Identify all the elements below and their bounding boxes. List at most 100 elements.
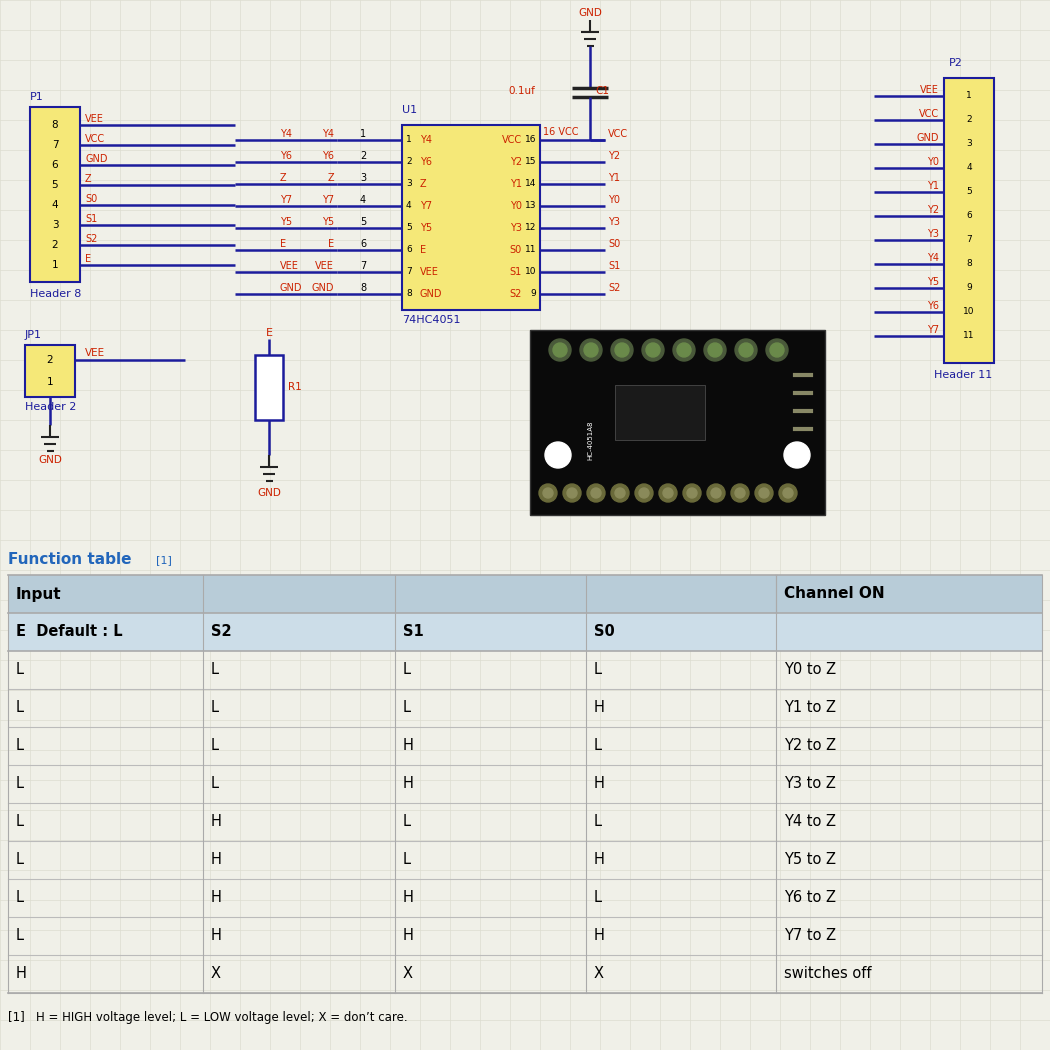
Text: E: E	[85, 254, 91, 264]
Text: L: L	[211, 663, 219, 677]
Text: Y6: Y6	[322, 151, 334, 161]
Text: L: L	[211, 738, 219, 754]
Text: Header 11: Header 11	[934, 370, 992, 380]
Text: E: E	[420, 245, 426, 255]
Text: VCC: VCC	[502, 135, 522, 145]
Text: 6: 6	[966, 211, 972, 220]
Text: Y4: Y4	[322, 129, 334, 139]
Text: Y6: Y6	[420, 158, 432, 167]
Text: H: H	[594, 777, 605, 792]
Text: P1: P1	[30, 92, 44, 102]
Circle shape	[615, 488, 625, 498]
Circle shape	[735, 339, 757, 361]
FancyBboxPatch shape	[255, 355, 284, 420]
Text: Y4: Y4	[280, 129, 292, 139]
Text: Y2: Y2	[510, 158, 522, 167]
Text: Y2 to Z: Y2 to Z	[784, 738, 836, 754]
Circle shape	[567, 488, 578, 498]
Text: H: H	[594, 853, 605, 867]
Text: 12: 12	[525, 224, 536, 232]
Circle shape	[659, 484, 677, 502]
Text: 1: 1	[966, 91, 972, 101]
Text: C1: C1	[595, 86, 609, 96]
Text: Y1: Y1	[608, 173, 619, 183]
Text: GND: GND	[280, 284, 302, 293]
Text: GND: GND	[579, 8, 602, 18]
FancyBboxPatch shape	[8, 613, 1042, 651]
Text: Y0: Y0	[608, 195, 619, 205]
Text: H: H	[594, 928, 605, 944]
Text: Y7: Y7	[420, 201, 433, 211]
Text: Y7 to Z: Y7 to Z	[784, 928, 836, 944]
Text: 7: 7	[51, 140, 59, 150]
Text: 6: 6	[360, 239, 366, 249]
Text: S1: S1	[85, 214, 98, 224]
Text: 7: 7	[966, 235, 972, 245]
Text: VEE: VEE	[420, 267, 439, 277]
Text: L: L	[16, 663, 24, 677]
Text: E: E	[266, 328, 273, 338]
Text: Y0: Y0	[510, 201, 522, 211]
Text: [1]: [1]	[156, 555, 172, 565]
Circle shape	[731, 484, 749, 502]
Text: Y3: Y3	[608, 217, 619, 227]
Circle shape	[759, 488, 769, 498]
Text: 2: 2	[51, 240, 59, 250]
Circle shape	[539, 484, 556, 502]
Text: Y5: Y5	[927, 277, 939, 287]
Text: S0: S0	[608, 239, 621, 249]
Circle shape	[708, 343, 722, 357]
Text: 11: 11	[525, 246, 536, 254]
Text: 4: 4	[51, 200, 59, 210]
Text: L: L	[403, 853, 411, 867]
Text: VCC: VCC	[85, 134, 105, 144]
Text: H: H	[211, 853, 222, 867]
Text: VCC: VCC	[608, 129, 628, 139]
Circle shape	[545, 442, 571, 468]
Text: Y7: Y7	[322, 195, 334, 205]
Circle shape	[735, 488, 746, 498]
FancyBboxPatch shape	[8, 575, 1042, 613]
Text: 8: 8	[406, 290, 412, 298]
Text: 3: 3	[406, 180, 412, 189]
Circle shape	[584, 343, 598, 357]
Text: Y3 to Z: Y3 to Z	[784, 777, 836, 792]
Text: 4: 4	[360, 195, 366, 205]
Text: VEE: VEE	[315, 261, 334, 271]
Text: VEE: VEE	[85, 348, 105, 358]
Circle shape	[677, 343, 691, 357]
Circle shape	[770, 343, 784, 357]
Text: S2: S2	[211, 625, 232, 639]
Text: E: E	[280, 239, 286, 249]
Text: H: H	[211, 928, 222, 944]
Text: Y1: Y1	[927, 181, 939, 191]
Text: Y4: Y4	[420, 135, 432, 145]
FancyBboxPatch shape	[530, 330, 825, 514]
Text: E  Default : L: E Default : L	[16, 625, 123, 639]
Text: VEE: VEE	[280, 261, 299, 271]
Circle shape	[580, 339, 602, 361]
Text: VEE: VEE	[85, 114, 104, 124]
Text: L: L	[594, 890, 602, 905]
Text: 2: 2	[406, 158, 412, 167]
Text: R1: R1	[288, 382, 301, 392]
Text: HC-4051A8: HC-4051A8	[587, 420, 593, 460]
Circle shape	[635, 484, 653, 502]
Circle shape	[755, 484, 773, 502]
Text: 15: 15	[525, 158, 536, 167]
Text: 3: 3	[966, 140, 972, 148]
Text: Y6 to Z: Y6 to Z	[784, 890, 836, 905]
Text: 6: 6	[51, 160, 59, 170]
Text: X: X	[211, 966, 220, 982]
Circle shape	[587, 484, 605, 502]
Text: Y5: Y5	[420, 223, 433, 233]
Text: Y0 to Z: Y0 to Z	[784, 663, 836, 677]
Text: 10: 10	[525, 268, 536, 276]
Text: 5: 5	[966, 188, 972, 196]
Text: Y4 to Z: Y4 to Z	[784, 815, 836, 830]
Text: 8: 8	[966, 259, 972, 269]
Text: Y1: Y1	[510, 178, 522, 189]
Text: 14: 14	[525, 180, 536, 189]
Circle shape	[642, 339, 664, 361]
Text: Y4: Y4	[927, 253, 939, 262]
